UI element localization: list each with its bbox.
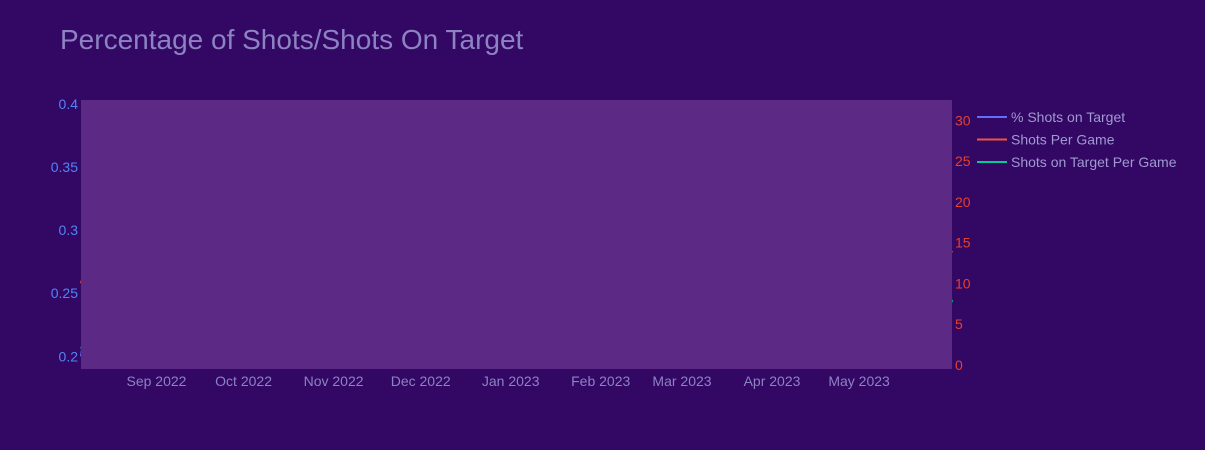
right-tick-label: 25: [955, 153, 971, 169]
x-tick-label: Dec 2022: [391, 373, 451, 389]
x-tick-label: Sep 2022: [127, 373, 187, 389]
legend[interactable]: % Shots on Target Shots Per Game Shots on …: [977, 109, 1177, 170]
legend-item-1[interactable]: % Shots on Target: [977, 109, 1125, 125]
x-tick-label: Nov 2022: [304, 373, 364, 389]
legend-item-2[interactable]: Shots Per Game: [977, 132, 1115, 148]
left-tick-label: 0.2: [59, 348, 79, 364]
right-tick-label: 10: [955, 275, 971, 291]
right-tick-label: 30: [955, 112, 971, 128]
plot-background: [81, 100, 952, 369]
left-tick-label: 0.4: [59, 96, 79, 112]
right-tick-label: 20: [955, 194, 971, 210]
right-tick-label: 15: [955, 235, 971, 251]
legend-label: % Shots on Target: [1011, 109, 1125, 125]
left-y-axis: 0.2 0.25 0.3 0.35 0.4: [51, 96, 78, 365]
chart-title: Percentage of Shots/Shots On Target: [60, 24, 524, 55]
x-axis: Sep 2022 Oct 2022 Nov 2022 Dec 2022 Jan 2023…: [127, 373, 891, 389]
right-y-axis: 0 5 10 15 20 25 30: [955, 112, 971, 373]
left-tick-label: 0.35: [51, 159, 78, 175]
x-tick-label: Oct 2022: [215, 373, 272, 389]
x-tick-label: May 2023: [828, 373, 890, 389]
left-tick-label: 0.25: [51, 285, 78, 301]
left-tick-label: 0.3: [59, 222, 79, 238]
x-tick-label: Feb 2023: [571, 373, 630, 389]
legend-item-3[interactable]: Shots on Target Per Game: [977, 154, 1177, 170]
right-tick-label: 0: [955, 357, 963, 373]
legend-label: Shots Per Game: [1011, 132, 1115, 148]
x-tick-label: Jan 2023: [482, 373, 540, 389]
x-tick-label: Apr 2023: [744, 373, 801, 389]
x-tick-label: Mar 2023: [652, 373, 711, 389]
legend-label: Shots on Target Per Game: [1011, 154, 1177, 170]
right-tick-label: 5: [955, 316, 963, 332]
